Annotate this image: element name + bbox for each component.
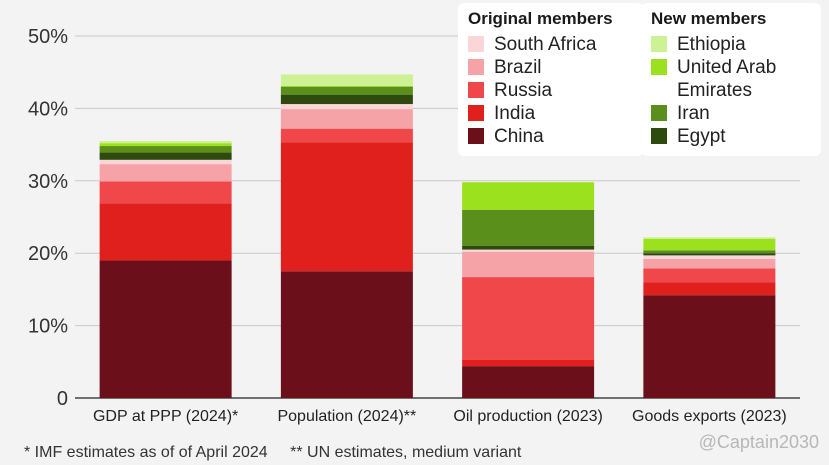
bar-segment	[99, 143, 232, 147]
legend-label: Egypt	[677, 126, 726, 147]
bar-segment	[462, 251, 595, 278]
y-tick-label: 10%	[28, 316, 68, 338]
watermark: @Captain2030	[699, 432, 819, 453]
bar-segment	[99, 203, 232, 261]
watermark-text: @Captain2030	[698, 432, 819, 452]
bar-segment	[280, 94, 413, 105]
y-tick-label: 30%	[28, 171, 68, 193]
legend-original-members: Original members South Africa Brazil Russi…	[458, 3, 644, 156]
legend-swatch	[468, 59, 484, 75]
bar-segment	[99, 260, 232, 398]
legend-swatch	[651, 36, 667, 52]
bar-segment	[280, 142, 413, 272]
footnote-imf: * IMF estimates as of of April 2024	[24, 444, 268, 461]
legend-label: United Arab Emirates	[677, 57, 777, 101]
legend-label: South Africa	[494, 34, 597, 55]
bar-segment	[280, 74, 413, 86]
y-tick-label: 40%	[28, 98, 68, 120]
bar-segment	[280, 86, 413, 95]
bar-segment	[462, 245, 595, 250]
bar-segment	[643, 237, 776, 239]
bar-segment	[462, 366, 595, 398]
legend-swatch	[651, 59, 667, 75]
legend-swatch	[468, 36, 484, 52]
legend-label: Iran	[677, 103, 710, 124]
bar-segment	[643, 238, 776, 251]
bar-segment	[643, 258, 776, 269]
legend-label: China	[494, 126, 544, 147]
bar-segment	[280, 104, 413, 110]
bar-segment	[280, 85, 413, 87]
bar-segment	[99, 140, 232, 144]
bar-segment	[643, 255, 776, 259]
legend-item: South Africa	[468, 33, 634, 56]
bar-segment	[99, 146, 232, 153]
bar-segment	[462, 182, 595, 210]
y-tick-label: 20%	[28, 243, 68, 265]
legend-new-title: New members	[651, 9, 767, 28]
legend-label: Russia	[494, 80, 553, 101]
bar-segment	[462, 249, 595, 252]
x-tick-label: GDP at PPP (2024)*	[93, 408, 238, 425]
x-tick-label: Population (2024)**	[277, 408, 416, 425]
legend-label: India	[494, 103, 536, 124]
footnote-un: ** UN estimates, medium variant	[290, 444, 522, 461]
legend-swatch	[468, 105, 484, 121]
bar-segment	[99, 164, 232, 182]
bar-segment	[643, 295, 776, 398]
x-tick-label: Goods exports (2023)	[632, 408, 787, 425]
bar-segment	[99, 152, 232, 160]
bar-segment	[643, 253, 776, 256]
legend-item: Russia	[468, 79, 634, 102]
legend-item: India	[468, 102, 634, 125]
legend-swatch	[651, 105, 667, 121]
legend-original-title: Original members	[468, 9, 613, 28]
bar-segment	[99, 181, 232, 204]
bar-segment	[643, 268, 776, 283]
bar-segment	[280, 109, 413, 129]
bar-segment	[643, 250, 776, 254]
bar-segment	[99, 159, 232, 165]
legend-swatch	[468, 128, 484, 144]
legend-item: United Arab Emirates	[651, 56, 811, 102]
y-tick-label: 0	[57, 388, 68, 410]
x-tick-label: Oil production (2023)	[453, 408, 602, 425]
legend-swatch	[468, 82, 484, 98]
footnotes: * IMF estimates as of of April 2024 ** U…	[24, 444, 521, 462]
legend-item: China	[468, 125, 634, 148]
bar-segment	[462, 359, 595, 367]
bar-segment	[280, 271, 413, 398]
legend-label: Brazil	[494, 57, 542, 78]
legend-new-members: New members Ethiopia United Arab Emirates…	[641, 3, 821, 156]
y-tick-label: 50%	[28, 26, 68, 48]
legend-item: Egypt	[651, 125, 811, 148]
legend-item: Ethiopia	[651, 33, 811, 56]
legend-item: Brazil	[468, 56, 634, 79]
bar-segment	[643, 282, 776, 296]
legend-swatch	[651, 128, 667, 144]
bar-segment	[462, 277, 595, 360]
legend-item: Iran	[651, 102, 811, 125]
bar-segment	[462, 209, 595, 246]
bar-segment	[280, 128, 413, 143]
legend-label: Ethiopia	[677, 34, 746, 55]
